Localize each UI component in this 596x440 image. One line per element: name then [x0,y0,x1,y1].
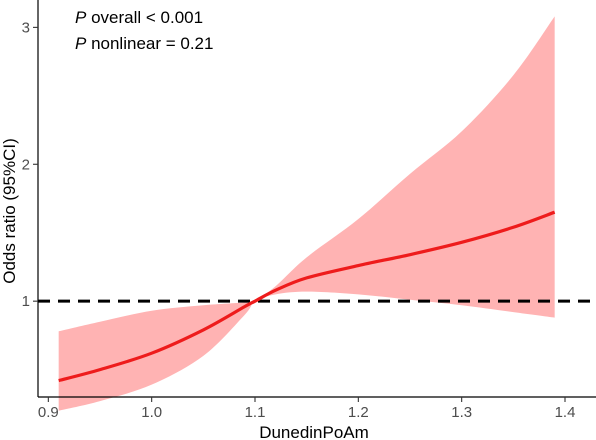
p-nonlinear-italic: P [75,34,87,53]
confidence-band [58,16,555,411]
p-overall-annotation: P overall < 0.001 [75,8,203,27]
y-tick-label: 2 [22,156,30,173]
y-tick-label: 1 [22,293,30,310]
odds-ratio-line-layer [58,210,556,383]
y-tick-label: 3 [22,19,30,36]
x-tick-label: 1.1 [245,404,266,421]
x-tick-label: 1.3 [451,404,472,421]
axes: 0.9 1.0 1.1 1.2 1.3 1.4 1 2 3 [22,0,596,421]
x-tick-label: 0.9 [38,404,59,421]
x-axis-title: DunedinPoAm [259,423,369,440]
x-tick-label: 1.0 [141,404,162,421]
p-overall-italic: P [75,8,87,27]
annotations: P overall < 0.001 P nonlinear = 0.21 [75,8,213,53]
confidence-band-layer [58,16,555,411]
p-overall-text: overall < 0.001 [86,8,203,27]
odds-ratio-line [58,210,556,383]
p-nonlinear-text: nonlinear = 0.21 [86,34,213,53]
x-tick-label: 1.4 [555,404,576,421]
x-tick-label: 1.2 [348,404,369,421]
y-axis-title: Odds ratio (95%CI) [0,138,19,284]
p-nonlinear-annotation: P nonlinear = 0.21 [75,34,213,53]
